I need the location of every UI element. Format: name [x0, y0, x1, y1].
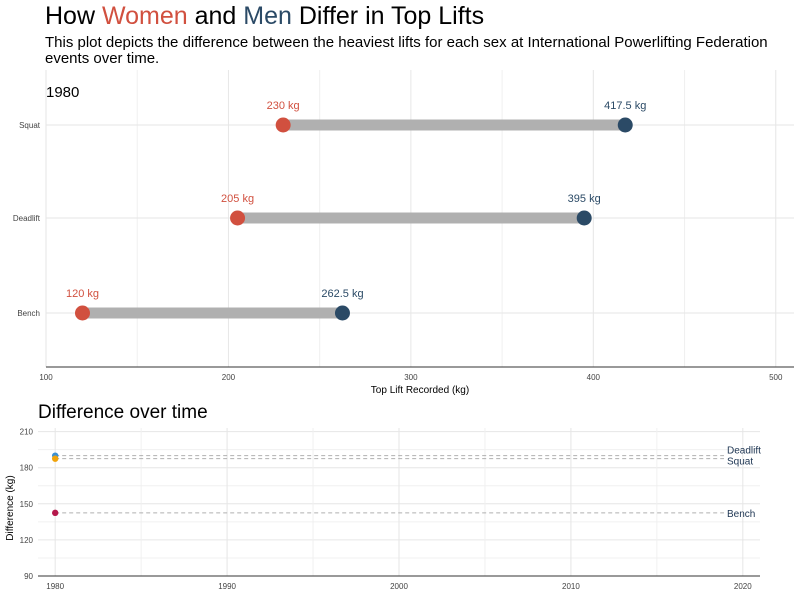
difference-y-tick-labels: 90 120 150 180 210 [20, 428, 34, 581]
title-men-word: Men [243, 2, 292, 30]
y-tick-150: 150 [20, 500, 34, 509]
title-women-word: Women [101, 2, 188, 30]
dumbbell-chart: 1980 230 kg 417.5 kg 205 kg 395 kg 120 kg 262… [13, 70, 794, 396]
women-label-squat: 230 kg [267, 100, 300, 112]
chart-title: How Women and Men Differ in Top Lifts [45, 2, 484, 31]
x-tick-1990: 1990 [218, 582, 236, 591]
women-point-bench [74, 305, 90, 321]
chart-subtitle: This plot depicts the difference between… [45, 34, 768, 67]
men-label-squat: 417.5 kg [604, 100, 646, 112]
women-label-bench: 120 kg [66, 288, 99, 300]
x-tick-2010: 2010 [562, 582, 580, 591]
men-label-bench: 262.5 kg [321, 288, 363, 300]
x-tick-300: 300 [404, 373, 418, 382]
difference-x-tick-labels: 1980 1990 2000 2010 2020 [46, 582, 752, 591]
title-suffix: Differ in Top Lifts [291, 2, 485, 30]
x-tick-100: 100 [39, 373, 53, 382]
women-label-deadlift: 205 kg [221, 193, 254, 205]
difference-y-axis-label: Difference (kg) [5, 475, 16, 540]
dumbbell-x-axis-label: Top Lift Recorded (kg) [371, 385, 469, 396]
dumbbell-value-labels: 230 kg 417.5 kg 205 kg 395 kg 120 kg 262.5 kg [66, 100, 646, 300]
men-label-deadlift: 395 kg [568, 193, 601, 205]
difference-chart-title: Difference over time [38, 402, 208, 423]
women-point-deadlift [230, 210, 246, 226]
x-tick-2000: 2000 [390, 582, 408, 591]
category-label-squat: Squat [19, 121, 41, 130]
men-point-deadlift [576, 210, 592, 226]
y-tick-210: 210 [20, 428, 34, 437]
women-point-squat [275, 117, 291, 133]
title-prefix: How [45, 2, 102, 30]
dumbbell-year-label: 1980 [46, 84, 79, 101]
dumbbell-segments [82, 119, 626, 319]
point-bench-1980 [51, 509, 59, 517]
y-tick-120: 120 [20, 536, 34, 545]
dumbbell-points [74, 117, 633, 321]
x-tick-1980: 1980 [46, 582, 64, 591]
dumbbell-x-tick-labels: 100 200 300 400 500 [39, 373, 783, 382]
x-tick-200: 200 [222, 373, 236, 382]
series-label-deadlift: Deadlift [727, 446, 761, 457]
x-tick-2020: 2020 [734, 582, 752, 591]
y-tick-180: 180 [20, 464, 34, 473]
y-tick-90: 90 [24, 572, 33, 581]
point-squat-1980 [51, 455, 59, 462]
x-tick-500: 500 [769, 373, 783, 382]
men-point-squat [617, 117, 633, 133]
dumbbell-category-labels: Squat Deadlift Bench [13, 121, 41, 318]
men-point-bench [334, 305, 350, 321]
series-label-squat: Squat [727, 457, 753, 468]
category-label-deadlift: Deadlift [13, 214, 41, 223]
series-label-bench: Bench [727, 509, 755, 520]
category-label-bench: Bench [17, 309, 40, 318]
x-tick-400: 400 [587, 373, 601, 382]
difference-points [51, 452, 59, 517]
title-middle: and [187, 2, 244, 30]
difference-grid [38, 428, 760, 577]
